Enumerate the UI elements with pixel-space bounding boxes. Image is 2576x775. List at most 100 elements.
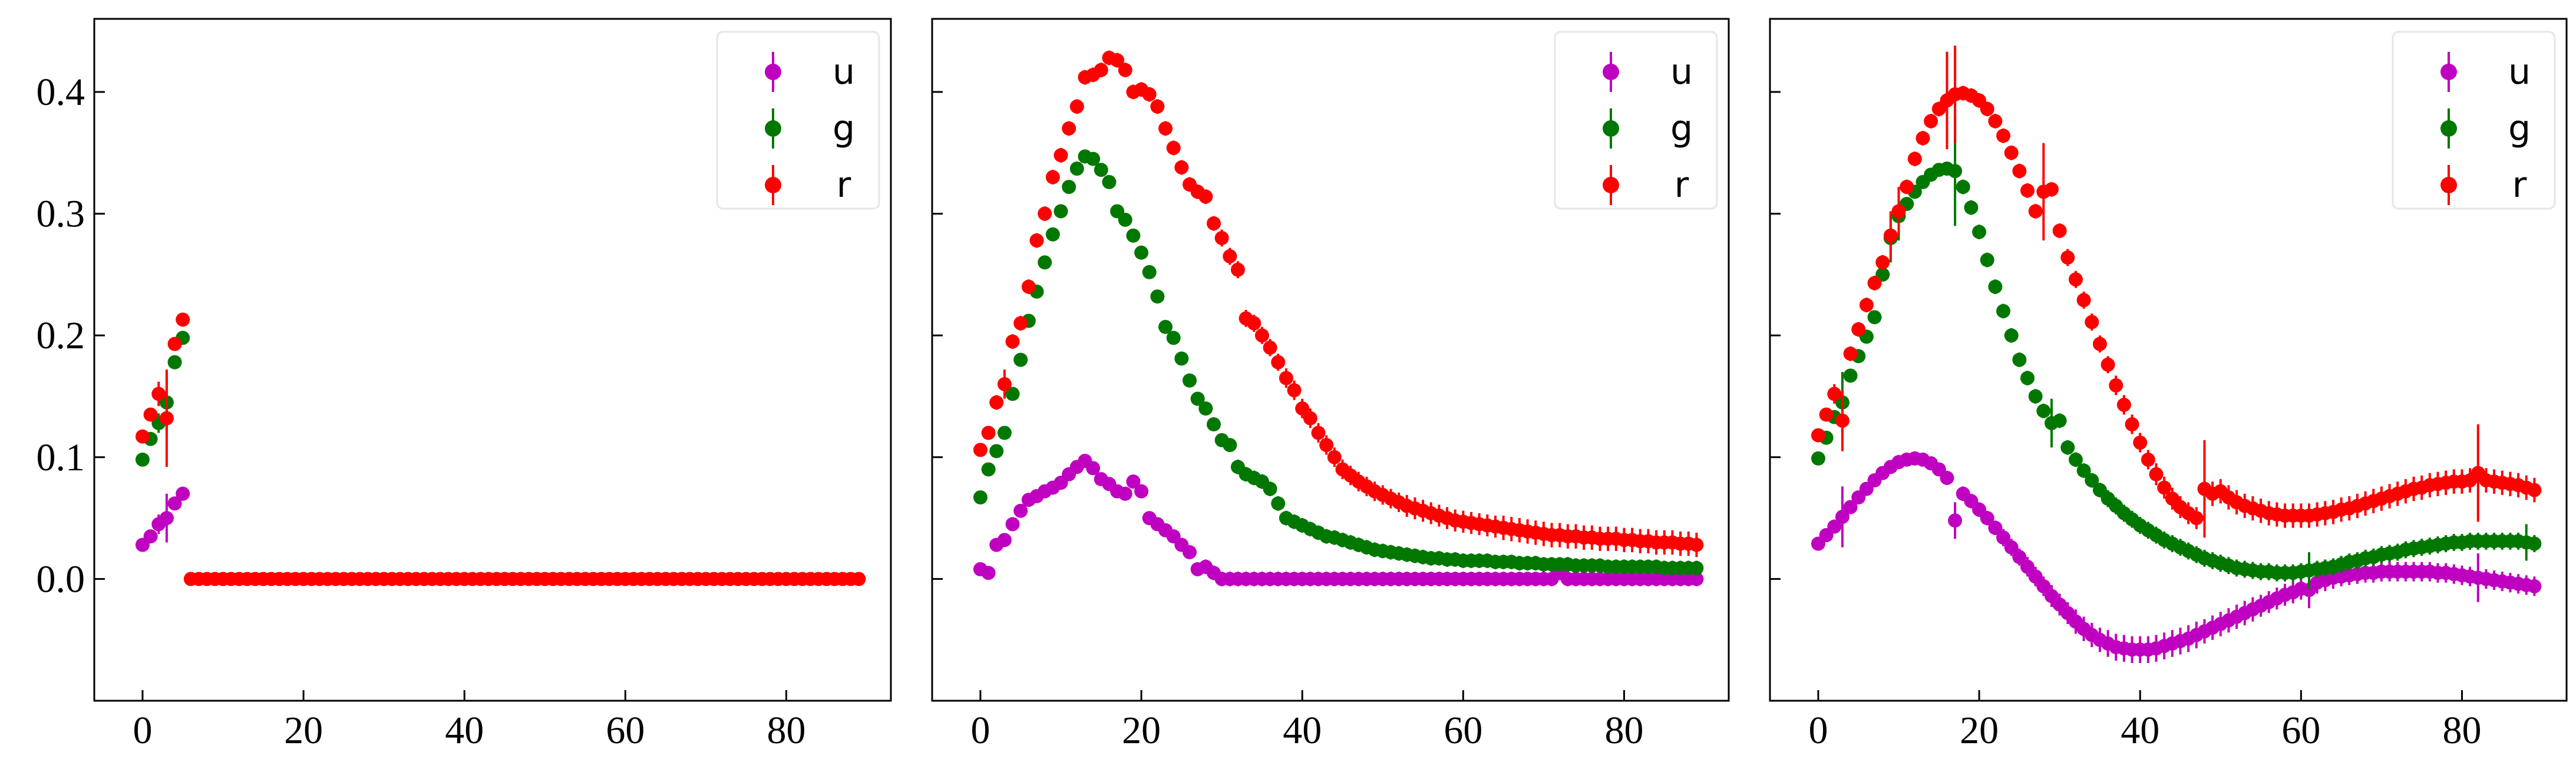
point-g-8 — [1038, 255, 1052, 270]
series-r — [1811, 45, 2542, 538]
point-g-11 — [1062, 180, 1076, 194]
point-r-22 — [1988, 114, 2003, 128]
point-g-16 — [1102, 174, 1117, 189]
legend-label-r: r — [2512, 164, 2527, 206]
point-r-5 — [1851, 322, 1866, 337]
point-r-43 — [2157, 480, 2172, 495]
point-u-1 — [981, 566, 996, 581]
legend: ugr — [1554, 31, 1718, 210]
point-g-2 — [989, 444, 1004, 459]
series-u — [973, 453, 1704, 586]
point-r-18 — [1118, 62, 1132, 77]
point-g-20 — [1972, 225, 1987, 239]
point-r-4 — [167, 337, 182, 351]
point-u-3 — [1835, 510, 1850, 525]
point-r-3 — [997, 377, 1012, 391]
y-tick-label: 0.2 — [37, 314, 85, 357]
y-tick-label: 0.4 — [37, 71, 85, 114]
point-g-19 — [1964, 200, 1979, 215]
point-r-21 — [1142, 87, 1157, 102]
point-r-40 — [2133, 435, 2148, 450]
point-g-31 — [1223, 438, 1237, 453]
point-g-5 — [1013, 352, 1028, 367]
point-r-2 — [989, 395, 1004, 410]
point-r-41 — [2141, 452, 2155, 467]
point-u-89 — [2527, 579, 2542, 593]
axes-frame — [1769, 18, 2568, 702]
point-r-0 — [973, 443, 988, 457]
point-r-17 — [1110, 53, 1125, 68]
point-g-17 — [1948, 164, 1963, 179]
point-g-27 — [2028, 389, 2043, 404]
point-u-5 — [176, 486, 190, 501]
legend-label-r: r — [1675, 164, 1689, 206]
point-r-7 — [1029, 233, 1044, 248]
point-r-28 — [1198, 189, 1213, 204]
point-g-4 — [167, 355, 182, 370]
point-u-16 — [1940, 470, 1954, 485]
point-g-1 — [981, 462, 996, 477]
series-r — [973, 50, 1704, 558]
point-u-4 — [1005, 517, 1020, 532]
point-g-36 — [1263, 482, 1277, 496]
point-r-11 — [1062, 121, 1076, 136]
point-r-22 — [1150, 99, 1165, 114]
point-r-30 — [1214, 230, 1229, 245]
point-r-5 — [176, 312, 190, 327]
legend-marker-g — [1603, 120, 1619, 137]
point-r-9 — [1883, 228, 1898, 243]
legend-label-u: u — [833, 51, 855, 93]
point-r-24 — [1166, 141, 1181, 156]
point-r-32 — [1230, 262, 1245, 277]
point-g-34 — [2085, 473, 2099, 488]
series-u — [1811, 451, 2542, 663]
point-r-10 — [1891, 204, 1906, 219]
point-u-26 — [1183, 545, 1197, 559]
point-u-3 — [997, 533, 1012, 548]
point-r-33 — [2076, 293, 2091, 308]
point-g-14 — [1086, 151, 1101, 166]
point-g-21 — [1980, 253, 1994, 268]
point-u-4 — [1843, 500, 1858, 515]
point-g-22 — [1988, 279, 2003, 294]
point-r-39 — [2125, 417, 2139, 432]
x-tick-label: 80 — [1604, 709, 1643, 752]
point-r-39 — [1287, 383, 1302, 398]
point-r-3 — [1835, 413, 1850, 428]
x-tick-label: 0 — [1808, 709, 1828, 752]
x-tick-label: 0 — [970, 709, 990, 752]
point-r-34 — [1247, 316, 1261, 331]
point-g-4 — [1843, 368, 1858, 383]
point-r-21 — [1980, 101, 1994, 116]
point-r-34 — [2085, 315, 2099, 329]
point-r-13 — [1916, 131, 1930, 146]
point-u-25 — [2012, 550, 2027, 565]
x-tick-label: 20 — [1122, 709, 1161, 752]
point-u-17 — [1948, 513, 1963, 528]
axes-frame — [931, 18, 1730, 702]
plot-area — [973, 50, 1704, 586]
point-g-25 — [1174, 351, 1189, 366]
plot-area — [135, 312, 866, 586]
point-g-10 — [1053, 204, 1068, 219]
point-g-0 — [135, 452, 150, 467]
point-g-89 — [2527, 536, 2542, 551]
point-g-37 — [1271, 496, 1286, 511]
point-g-0 — [1811, 451, 1825, 466]
legend-box — [716, 31, 880, 210]
legend-label-g: g — [2508, 108, 2531, 149]
point-r-4 — [1843, 347, 1858, 361]
point-r-47 — [2189, 511, 2204, 526]
point-g-21 — [1142, 265, 1157, 279]
y-tick-label: 0.3 — [37, 193, 85, 236]
x-tick-label: 40 — [445, 709, 484, 752]
point-r-27 — [2028, 204, 2043, 219]
legend-label-g: g — [1670, 108, 1693, 149]
point-g-22 — [1150, 289, 1165, 304]
legend-marker-g — [765, 120, 781, 137]
point-r-10 — [1053, 148, 1068, 163]
point-r-1 — [1819, 407, 1834, 422]
point-r-2 — [151, 387, 166, 401]
